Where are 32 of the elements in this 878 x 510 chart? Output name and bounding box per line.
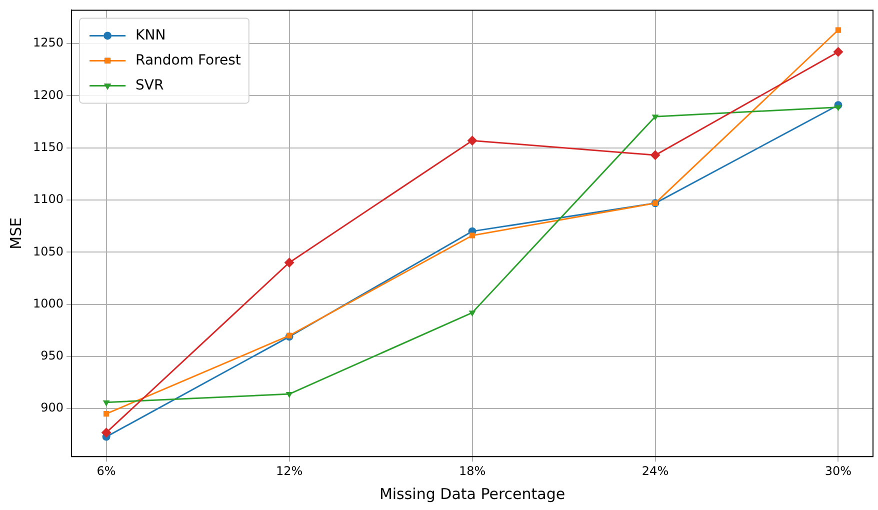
point xyxy=(103,411,110,417)
point xyxy=(469,232,476,238)
x-tick-label: 12% xyxy=(276,464,303,478)
y-tick-label: 1050 xyxy=(32,244,64,258)
point xyxy=(286,332,292,338)
point xyxy=(286,392,293,398)
y-tick-label: 1250 xyxy=(32,36,64,50)
x-tick-label: 6% xyxy=(96,464,116,478)
y-tick-label: 900 xyxy=(40,400,64,415)
point xyxy=(652,114,659,121)
y-tick-label: 1150 xyxy=(32,140,64,154)
y-axis-title: MSE xyxy=(6,217,25,250)
x-tick-label: 24% xyxy=(642,464,669,478)
point xyxy=(468,310,476,317)
point xyxy=(835,27,842,33)
point xyxy=(467,136,478,146)
point xyxy=(102,400,110,406)
legend-label: Random Forest xyxy=(136,52,242,68)
x-axis-title: Missing Data Percentage xyxy=(379,484,566,503)
point xyxy=(833,46,844,57)
x-tick-label: 18% xyxy=(458,464,486,478)
point xyxy=(101,428,112,438)
point xyxy=(834,105,842,112)
point xyxy=(284,258,294,268)
legend-label: SVR xyxy=(136,77,164,94)
y-tick-label: 1000 xyxy=(32,296,64,310)
y-tick-label: 1200 xyxy=(32,88,64,102)
y-tick-label: 950 xyxy=(40,348,64,363)
point xyxy=(650,150,660,160)
x-tick-label: 30% xyxy=(824,464,852,478)
y-tick-label: 1100 xyxy=(32,192,64,206)
legend-label: KNN xyxy=(136,27,166,44)
